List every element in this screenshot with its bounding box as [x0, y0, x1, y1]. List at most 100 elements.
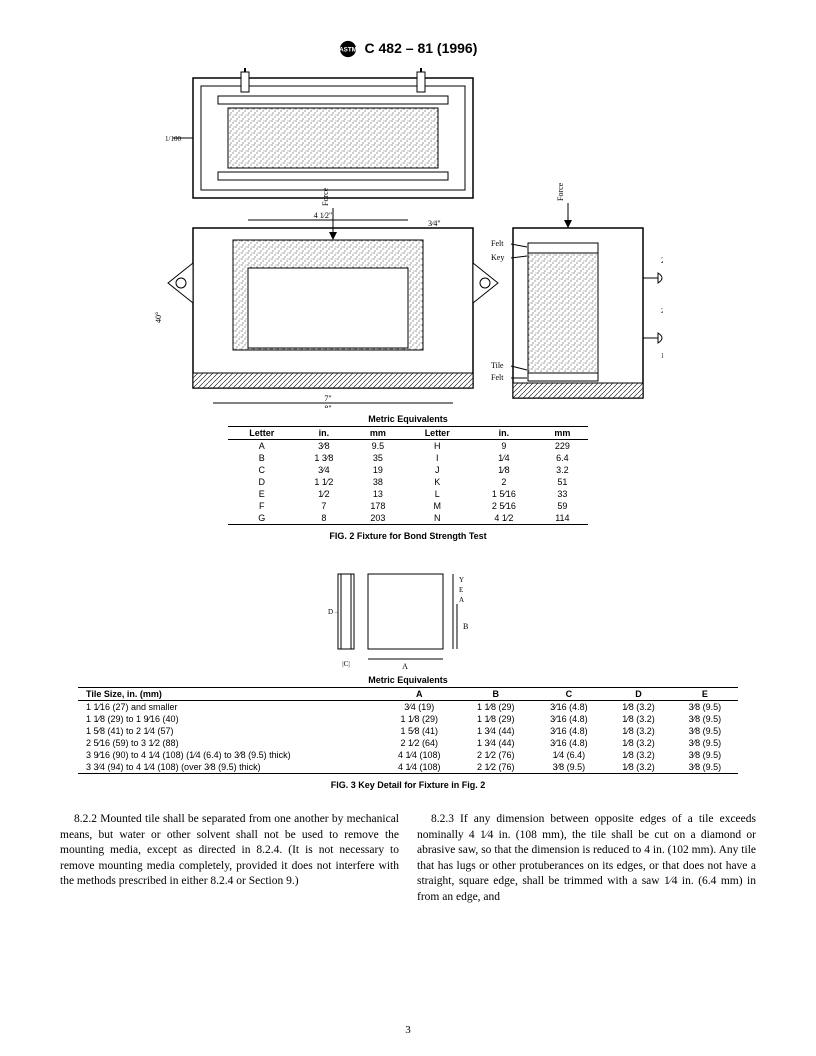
fig3-drawing-area: |C| D→ A Y E A B: [60, 559, 756, 669]
dim-cell: 2 1⁄2 (64): [379, 737, 459, 749]
metric-cell: 1⁄4: [471, 452, 537, 464]
metric-cell: 1 5⁄16: [471, 488, 537, 500]
svg-text:Key: Key: [491, 253, 504, 262]
metric-cell: 3⁄8: [296, 440, 353, 453]
fig3-metric-table: Tile Size, in. (mm) AB CDE 1 1⁄16 (27) a…: [78, 687, 738, 774]
svg-text:1/100: 1/100: [165, 135, 181, 143]
dim-cell: 3⁄8 (9.5): [672, 761, 738, 774]
fig3-key-detail: |C| D→ A Y E A B: [308, 559, 508, 669]
body-text-columns: 8.2.2 Mounted tile shall be separated fr…: [60, 812, 756, 905]
fig2-metric-title: Metric Equivalents: [60, 414, 756, 424]
metric-cell: I: [403, 452, 471, 464]
metric-cell: G: [228, 512, 296, 525]
dim-cell: 1⁄8 (3.2): [605, 749, 671, 761]
dim-cell: 3⁄8 (9.5): [672, 701, 738, 714]
fig2-caption: FIG. 2 Fixture for Bond Strength Test: [60, 531, 756, 541]
svg-text:Tile: Tile: [491, 361, 504, 370]
metric-cell: 33: [537, 488, 588, 500]
metric-cell: 3⁄4: [296, 464, 353, 476]
svg-text:3⁄4": 3⁄4": [428, 219, 441, 228]
metric-cell: 9: [471, 440, 537, 453]
metric-cell: 51: [537, 476, 588, 488]
metric-cell: 2: [471, 476, 537, 488]
metric-cell: H: [403, 440, 471, 453]
svg-text:8": 8": [324, 404, 331, 408]
astm-logo-icon: ASTM: [339, 40, 357, 58]
dim-cell: 3⁄8 (9.5): [672, 749, 738, 761]
svg-text:B: B: [463, 622, 468, 631]
svg-text:40°: 40°: [154, 312, 163, 323]
metric-cell: 6.4: [537, 452, 588, 464]
tile-size-cell: 1 1⁄8 (29) to 1 9⁄16 (40): [78, 713, 379, 725]
svg-text:Y: Y: [459, 576, 464, 584]
metric-cell: 2 5⁄16: [471, 500, 537, 512]
metric-cell: 4 1⁄2: [471, 512, 537, 525]
svg-text:Force: Force: [321, 188, 330, 207]
metric-cell: A: [228, 440, 296, 453]
metric-cell: 7: [296, 500, 353, 512]
dim-cell: 1 1⁄8 (29): [459, 701, 532, 714]
svg-text:2 5⁄16": 2 5⁄16": [661, 307, 663, 315]
tile-size-cell: 2 5⁄16 (59) to 3 1⁄2 (88): [78, 737, 379, 749]
metric-cell: L: [403, 488, 471, 500]
metric-cell: 203: [352, 512, 403, 525]
svg-text:E: E: [459, 586, 463, 594]
metric-cell: 59: [537, 500, 588, 512]
dim-cell: 1 3⁄4 (44): [459, 737, 532, 749]
dim-cell: 1 3⁄4 (44): [459, 725, 532, 737]
dim-cell: 1⁄8 (3.2): [605, 725, 671, 737]
fig2-drawing-area: 1/100 Force 40° 7" 8" 9": [60, 68, 756, 408]
metric-cell: N: [403, 512, 471, 525]
metric-cell: 1⁄8: [471, 464, 537, 476]
metric-cell: 1 3⁄8: [296, 452, 353, 464]
svg-text:Force: Force: [556, 183, 565, 202]
metric-cell: 38: [352, 476, 403, 488]
svg-text:A: A: [459, 596, 464, 604]
metric-cell: J: [403, 464, 471, 476]
dim-cell: 1⁄8 (3.2): [605, 713, 671, 725]
svg-text:Felt: Felt: [491, 239, 504, 248]
svg-text:Felt: Felt: [491, 373, 504, 382]
svg-text:2": 2": [661, 256, 663, 265]
dim-cell: 2 1⁄2 (76): [459, 761, 532, 774]
dim-cell: 3⁄16 (4.8): [532, 725, 605, 737]
tile-size-cell: 1 5⁄8 (41) to 2 1⁄4 (57): [78, 725, 379, 737]
dim-cell: 3⁄8 (9.5): [672, 737, 738, 749]
metric-cell: C: [228, 464, 296, 476]
metric-cell: 13: [352, 488, 403, 500]
metric-cell: 8: [296, 512, 353, 525]
dim-cell: 3⁄4 (19): [379, 701, 459, 714]
metric-cell: 19: [352, 464, 403, 476]
dim-cell: 3⁄16 (4.8): [532, 737, 605, 749]
metric-cell: 35: [352, 452, 403, 464]
dim-cell: 1⁄8 (3.2): [605, 701, 671, 714]
dim-cell: 1 1⁄8 (29): [459, 713, 532, 725]
dim-cell: 4 1⁄4 (108): [379, 761, 459, 774]
svg-text:A: A: [402, 662, 408, 669]
para-8-2-2: 8.2.2 Mounted tile shall be separated fr…: [60, 812, 399, 890]
metric-cell: 1 1⁄2: [296, 476, 353, 488]
dim-cell: 3⁄16 (4.8): [532, 713, 605, 725]
fig2-technical-drawing: 1/100 Force 40° 7" 8" 9": [153, 68, 663, 408]
metric-cell: D: [228, 476, 296, 488]
metric-cell: 1⁄2: [296, 488, 353, 500]
tile-size-cell: 1 1⁄16 (27) and smaller: [78, 701, 379, 714]
metric-cell: K: [403, 476, 471, 488]
dim-cell: 3⁄8 (9.5): [532, 761, 605, 774]
metric-cell: 3.2: [537, 464, 588, 476]
tile-size-cell: 3 9⁄16 (90) to 4 1⁄4 (108) (1⁄4 (6.4) to…: [78, 749, 379, 761]
page-number: 3: [0, 1024, 816, 1036]
para-8-2-3: 8.2.3 If any dimension between opposite …: [417, 812, 756, 905]
fig3-metric-title: Metric Equivalents: [60, 675, 756, 685]
dim-cell: 3⁄8 (9.5): [672, 725, 738, 737]
metric-cell: 229: [537, 440, 588, 453]
tile-size-cell: 3 3⁄4 (94) to 4 1⁄4 (108) (over 3⁄8 (9.5…: [78, 761, 379, 774]
metric-cell: B: [228, 452, 296, 464]
designation-text: C 482 – 81 (1996): [365, 40, 478, 56]
metric-cell: 114: [537, 512, 588, 525]
metric-cell: 178: [352, 500, 403, 512]
dim-cell: 1⁄8 (3.2): [605, 761, 671, 774]
fig2-metric-table: Letterin.mm Letterin.mm A3⁄89.5H9229B1 3…: [228, 426, 588, 525]
metric-cell: 9.5: [352, 440, 403, 453]
metric-cell: F: [228, 500, 296, 512]
